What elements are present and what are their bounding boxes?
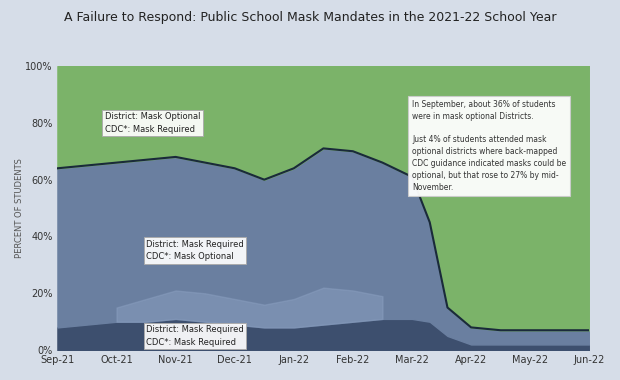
- Text: A Failure to Respond: Public School Mask Mandates in the 2021-22 School Year: A Failure to Respond: Public School Mask…: [64, 11, 556, 24]
- Text: In September, about 36% of students
were in mask optional Districts.

Just 4% of: In September, about 36% of students were…: [412, 100, 566, 192]
- Y-axis label: PERCENT OF STUDENTS: PERCENT OF STUDENTS: [15, 158, 24, 258]
- Text: District: Mask Optional
CDC*: Mask Required: District: Mask Optional CDC*: Mask Requi…: [105, 112, 200, 134]
- Text: District: Mask Required
CDC*: Mask Optional: District: Mask Required CDC*: Mask Optio…: [146, 240, 244, 261]
- Text: District: Mask Required
CDC*: Mask Required: District: Mask Required CDC*: Mask Requi…: [146, 325, 244, 347]
